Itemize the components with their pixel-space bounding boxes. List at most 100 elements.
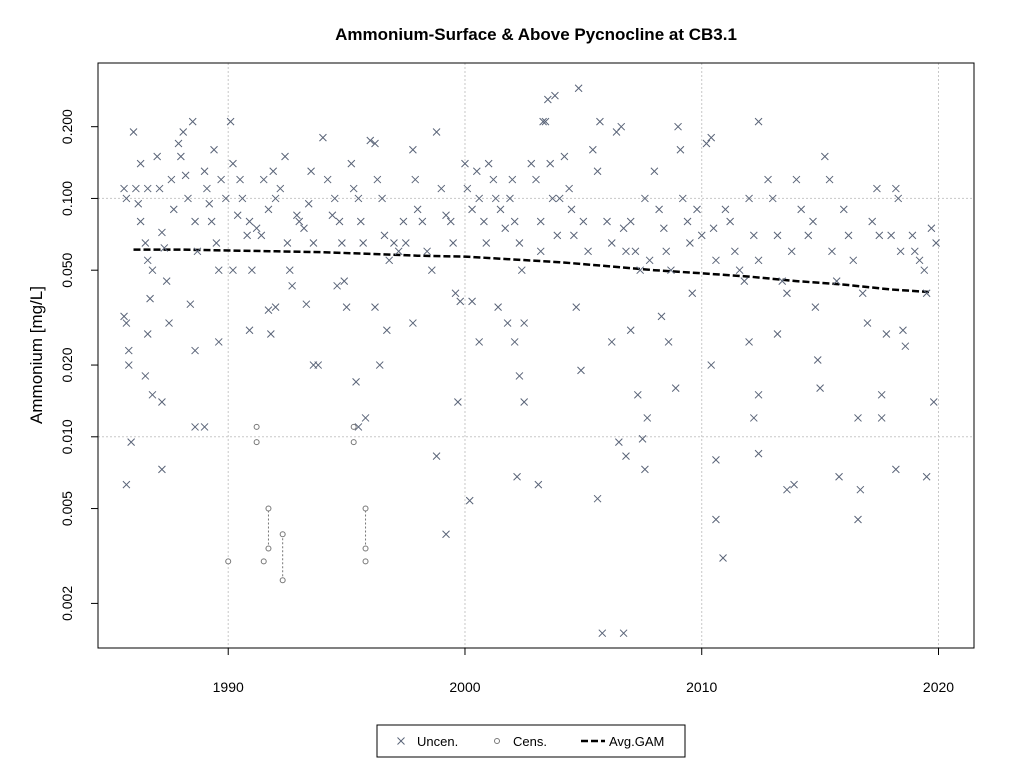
data-point (229, 266, 237, 275)
data-point (465, 496, 474, 505)
data-point (671, 384, 680, 392)
data-point (667, 266, 675, 275)
data-point (482, 239, 491, 247)
data-point (778, 277, 787, 285)
data-point (683, 217, 692, 226)
data-point (820, 152, 829, 161)
data-point (352, 378, 360, 386)
data-point (461, 159, 469, 168)
data-point (446, 217, 455, 226)
y-tick-label: 0.200 (59, 109, 75, 144)
data-point (603, 217, 611, 226)
data-point (572, 303, 581, 311)
data-point (745, 338, 753, 346)
data-point (373, 175, 382, 184)
data-point (243, 231, 252, 240)
data-point (892, 184, 900, 193)
censored-point (279, 577, 286, 584)
cross-icon (397, 737, 405, 745)
data-point (480, 217, 488, 226)
data-point (217, 175, 225, 184)
data-point (330, 194, 339, 203)
data-point (210, 145, 218, 154)
data-point (366, 136, 375, 145)
data-point (783, 289, 791, 298)
data-point (245, 217, 254, 226)
data-point (423, 247, 431, 256)
y-axis-title: Ammonium [mg/L] (27, 286, 46, 424)
data-point (631, 247, 640, 256)
data-point (641, 194, 649, 203)
data-point (520, 319, 529, 327)
data-point (409, 145, 417, 154)
data-point (484, 159, 493, 168)
data-point (205, 199, 214, 208)
data-point (844, 231, 853, 240)
data-point (141, 239, 150, 247)
data-point (200, 167, 209, 176)
legend: Uncen. Cens. Avg.GAM (376, 724, 686, 758)
data-point (664, 338, 673, 346)
y-axis: 0.002 0.005 0.010 0.020 0.050 0.100 0.200 (59, 109, 99, 621)
data-point (655, 205, 663, 214)
data-point (579, 217, 588, 226)
data-point (712, 515, 720, 524)
data-point (451, 289, 460, 298)
data-point (124, 346, 133, 355)
censored-point (362, 505, 369, 512)
data-point (508, 175, 517, 184)
data-point (371, 139, 379, 148)
data-point (165, 319, 173, 327)
data-point (506, 194, 514, 203)
data-point (143, 256, 152, 265)
legend-item-gam: Avg.GAM (581, 734, 664, 749)
legend-label-cens: Cens. (513, 734, 547, 749)
y-tick-label: 0.020 (59, 347, 75, 382)
data-point (641, 465, 649, 474)
data-point (920, 266, 929, 275)
data-point (382, 326, 391, 335)
data-point (143, 184, 152, 193)
y-tick-label: 0.100 (59, 181, 75, 216)
circle-icon (494, 738, 500, 744)
data-point (764, 175, 772, 184)
censored-point (362, 545, 369, 552)
data-point (707, 133, 716, 142)
data-point (633, 390, 642, 399)
data-point (127, 438, 135, 446)
data-point (536, 217, 545, 226)
data-point (122, 194, 131, 203)
data-point (309, 239, 318, 247)
data-point (399, 217, 408, 226)
gam-line (133, 248, 930, 294)
data-point (122, 480, 131, 489)
censored-point (362, 558, 369, 565)
data-point (449, 239, 457, 247)
data-point (887, 231, 895, 240)
data-point (768, 194, 777, 203)
data-point (877, 414, 886, 422)
data-point (662, 247, 671, 256)
censored-point (253, 423, 260, 430)
data-point (553, 231, 562, 240)
data-point (288, 281, 296, 290)
data-point (539, 117, 547, 126)
data-point (319, 133, 327, 142)
data-point (910, 247, 919, 256)
data-point (442, 530, 450, 539)
data-point (233, 211, 242, 220)
data-point (783, 485, 791, 494)
data-point (340, 277, 349, 285)
data-point (835, 472, 843, 481)
data-point (323, 175, 332, 184)
data-point (371, 303, 379, 311)
data-point (816, 384, 824, 392)
data-point (536, 247, 545, 256)
data-point (873, 184, 881, 193)
y-tick-label: 0.002 (59, 586, 75, 621)
data-point (359, 239, 368, 247)
data-point (584, 247, 592, 256)
data-point (517, 266, 526, 275)
data-point (214, 338, 223, 346)
data-point (551, 91, 559, 100)
